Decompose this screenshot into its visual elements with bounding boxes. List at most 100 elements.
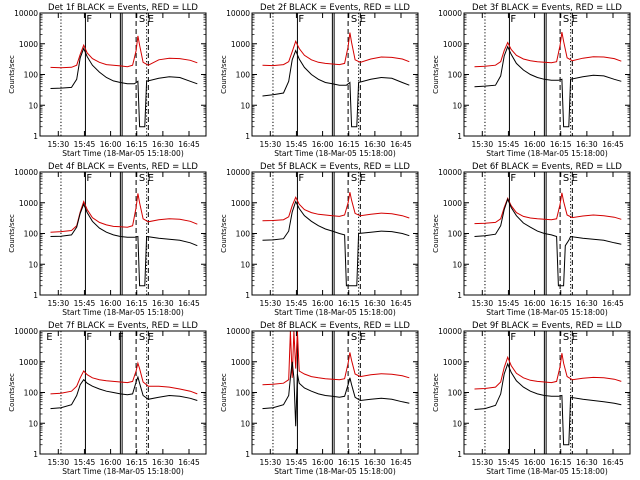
lld-rate-line <box>262 331 410 386</box>
x-tick-label: 16:30 <box>152 299 174 308</box>
event-marker-label: S <box>563 14 569 25</box>
x-tick-label: 16:30 <box>364 458 386 467</box>
x-tick-label: 16:00 <box>312 140 334 149</box>
x-axis-title: Start Time (18-Mar-05 15:18:00) <box>486 308 608 317</box>
x-tick-label: 16:00 <box>100 140 122 149</box>
x-axis-title: Start Time (18-Mar-05 15:18:00) <box>274 308 396 317</box>
event-rate-line <box>50 47 198 128</box>
y-tick-label: 10 <box>452 101 462 110</box>
x-tick-label: 16:30 <box>152 140 174 149</box>
y-tick-label: 1 <box>457 132 462 141</box>
event-marker-label: S <box>139 173 145 184</box>
event-rate-line <box>474 197 622 287</box>
x-tick-label: 15:30 <box>471 140 493 149</box>
x-tick-label: 16:00 <box>100 299 122 308</box>
lld-rate-line <box>474 192 622 225</box>
y-tick-label: 10 <box>28 419 38 428</box>
event-marker-label: E <box>148 14 154 25</box>
x-tick-label: 16:00 <box>312 299 334 308</box>
x-tick-label: 16:45 <box>178 458 200 467</box>
y-tick-label: 10000 <box>226 168 250 177</box>
y-tick-label: 10000 <box>14 168 38 177</box>
event-rate-line <box>50 202 198 287</box>
event-marker-label: F <box>510 173 516 184</box>
x-tick-label: 16:15 <box>126 299 148 308</box>
event-rate-line <box>474 45 622 128</box>
lld-rate-line <box>474 353 622 390</box>
x-tick-label: 15:45 <box>74 299 96 308</box>
panel-title: Det 8f BLACK = Events, RED = LLD <box>260 321 410 331</box>
x-tick-label: 15:30 <box>47 299 69 308</box>
y-axis-title: Counts/sec <box>220 214 228 253</box>
y-tick-label: 10 <box>28 101 38 110</box>
x-tick-label: 16:45 <box>390 458 412 467</box>
y-tick-label: 10000 <box>438 168 462 177</box>
y-tick-label: 1 <box>245 450 250 459</box>
y-tick-label: 1000 <box>443 40 462 49</box>
y-tick-label: 10 <box>28 260 38 269</box>
x-tick-label: 16:30 <box>576 299 598 308</box>
x-tick-label: 16:30 <box>576 458 598 467</box>
event-marker-label: E <box>360 332 366 343</box>
event-marker-label: E <box>572 173 578 184</box>
x-tick-label: 16:15 <box>550 299 572 308</box>
event-marker-label: F <box>86 14 92 25</box>
x-tick-label: 15:30 <box>47 458 69 467</box>
y-tick-label: 1000 <box>231 40 250 49</box>
x-tick-label: 15:30 <box>471 299 493 308</box>
event-marker-label: E <box>360 173 366 184</box>
y-tick-label: 1 <box>245 291 250 300</box>
y-tick-label: 1000 <box>19 40 38 49</box>
panel-title: Det 4f BLACK = Events, RED = LLD <box>48 162 198 172</box>
x-tick-label: 15:30 <box>47 140 69 149</box>
x-tick-label: 16:00 <box>524 140 546 149</box>
x-tick-label: 16:45 <box>602 458 624 467</box>
y-tick-label: 100 <box>236 71 251 80</box>
x-tick-label: 16:15 <box>126 458 148 467</box>
x-tick-label: 16:00 <box>524 458 546 467</box>
panel-title: Det 9f BLACK = Events, RED = LLD <box>472 321 622 331</box>
event-marker-label: F <box>298 173 304 184</box>
x-tick-label: 16:30 <box>364 299 386 308</box>
x-tick-label: 15:45 <box>286 458 308 467</box>
lld-rate-line <box>474 32 622 68</box>
y-tick-label: 100 <box>448 230 463 239</box>
y-tick-label: 100 <box>236 230 251 239</box>
y-axis-title: Counts/sec <box>432 55 440 94</box>
event-marker-label: E <box>360 14 366 25</box>
y-axis-title: Counts/sec <box>432 373 440 412</box>
x-tick-label: 16:00 <box>524 299 546 308</box>
event-marker-label: F <box>86 332 92 343</box>
x-tick-label: 15:45 <box>498 140 520 149</box>
event-marker-label: S <box>351 332 357 343</box>
x-tick-label: 15:30 <box>471 458 493 467</box>
x-tick-label: 16:45 <box>602 140 624 149</box>
y-tick-label: 1 <box>457 291 462 300</box>
event-marker-label: E <box>46 332 52 343</box>
x-tick-label: 15:30 <box>259 299 281 308</box>
event-rate-line <box>474 362 622 446</box>
y-tick-label: 10000 <box>226 327 250 336</box>
x-tick-label: 15:45 <box>286 299 308 308</box>
y-axis-title: Counts/sec <box>8 55 16 94</box>
panel-title: Det 6f BLACK = Events, RED = LLD <box>472 162 622 172</box>
x-tick-label: 15:45 <box>286 140 308 149</box>
y-tick-label: 100 <box>236 389 251 398</box>
y-tick-label: 100 <box>448 389 463 398</box>
y-tick-label: 1 <box>33 132 38 141</box>
x-tick-label: 15:45 <box>498 299 520 308</box>
y-axis-title: Counts/sec <box>8 373 16 412</box>
y-tick-label: 100 <box>24 71 39 80</box>
panel-title: Det 1f BLACK = Events, RED = LLD <box>48 3 198 13</box>
y-tick-label: 1 <box>33 450 38 459</box>
x-tick-label: 16:15 <box>550 458 572 467</box>
x-tick-label: 16:30 <box>364 140 386 149</box>
y-axis-title: Counts/sec <box>8 214 16 253</box>
event-marker-label: F <box>86 173 92 184</box>
